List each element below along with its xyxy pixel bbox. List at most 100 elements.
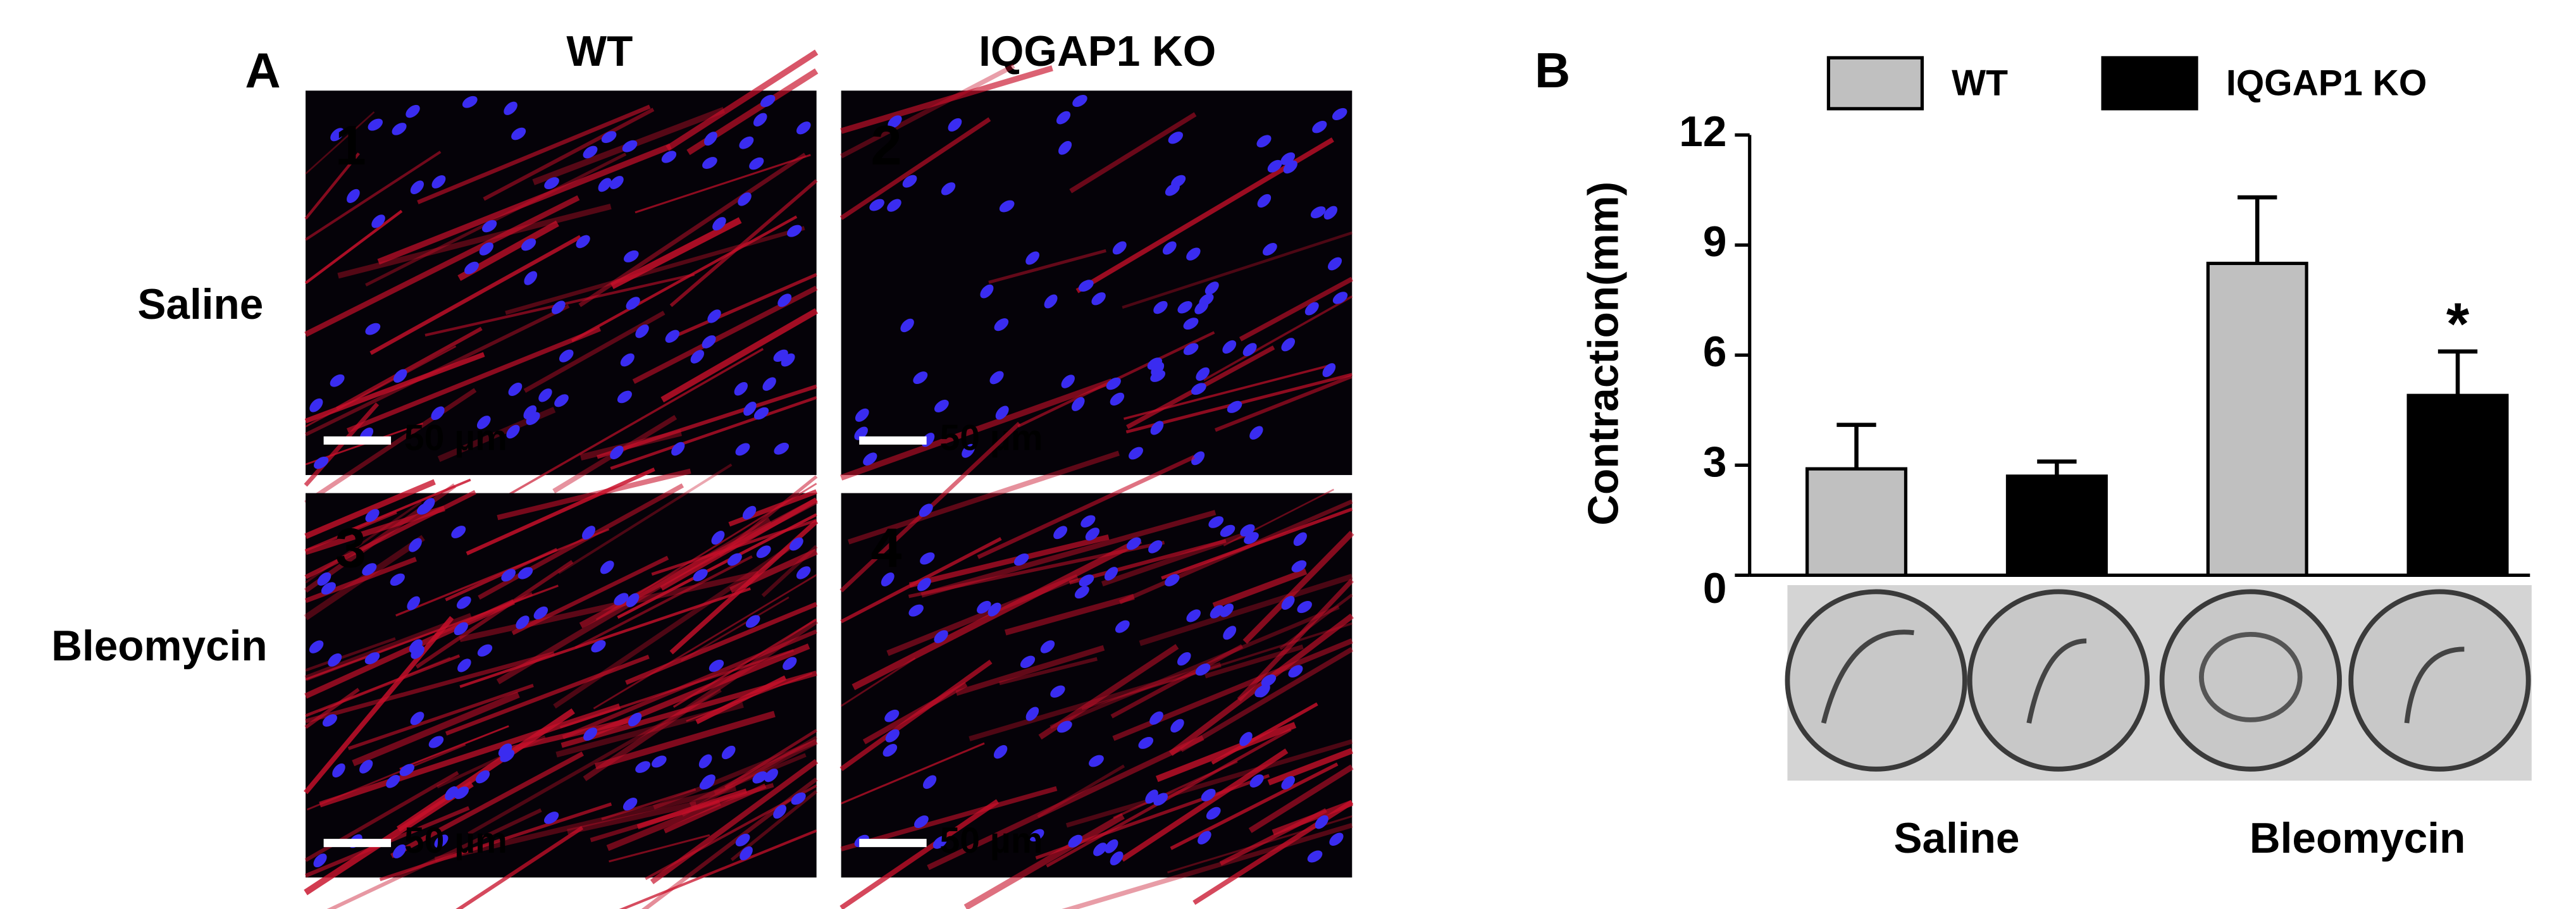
actin-fiber <box>483 108 655 201</box>
actin-fiber <box>1046 727 1292 868</box>
nucleus <box>1196 367 1210 381</box>
nucleus <box>932 836 948 849</box>
actin-fiber <box>1203 295 1353 381</box>
actin-fiber <box>304 505 445 555</box>
nucleus <box>552 300 566 314</box>
nucleus <box>742 505 757 520</box>
nucleus <box>980 284 994 299</box>
nucleus <box>1115 620 1130 633</box>
nucleus <box>993 745 1008 759</box>
nucleus <box>626 297 640 310</box>
legend-swatch <box>2101 56 2198 111</box>
nucleus <box>1126 537 1141 550</box>
nucleus <box>1149 711 1163 725</box>
nucleus <box>456 596 471 609</box>
nucleus <box>1138 737 1154 749</box>
nucleus <box>908 604 924 617</box>
nucleus <box>1332 108 1347 120</box>
nucleus <box>900 318 914 333</box>
actin-fiber <box>651 519 817 576</box>
column-header: IQGAP1 KO <box>979 28 1216 75</box>
nucleus <box>504 101 517 115</box>
bar <box>2005 474 2108 577</box>
nucleus <box>709 659 724 672</box>
nucleus <box>665 330 680 343</box>
actin-fiber <box>578 152 807 307</box>
nucleus <box>923 775 937 789</box>
nucleus <box>699 777 715 790</box>
actin-fiber <box>1005 593 1135 636</box>
actin-fiber <box>304 195 580 337</box>
actin-fiber <box>927 735 1204 870</box>
actin-fiber <box>304 613 473 681</box>
nucleus <box>888 115 902 128</box>
row-header: Bleomycin <box>51 622 267 670</box>
nucleus <box>524 271 538 285</box>
nucleus <box>1297 601 1312 614</box>
nucleus <box>786 225 802 237</box>
nucleus <box>1283 160 1297 174</box>
nucleus <box>1332 292 1348 304</box>
actin-fiber <box>724 729 817 789</box>
actin-fiber <box>583 619 819 781</box>
bar <box>1805 467 1908 577</box>
nucleus <box>760 94 776 108</box>
image-number: 4 <box>870 516 901 579</box>
micrograph: 3 50 µm <box>304 463 819 909</box>
actin-fiber <box>999 657 1098 686</box>
actin-fiber <box>399 725 509 770</box>
actin-fiber <box>337 203 612 279</box>
actin-fiber <box>459 587 751 688</box>
actin-fiber <box>1248 764 1354 833</box>
nucleus <box>1170 719 1184 733</box>
nucleus <box>941 182 956 195</box>
actin-fiber <box>669 179 818 307</box>
x-category-label: Bleomycin <box>2250 815 2465 862</box>
nucleus <box>601 131 617 144</box>
actin-fiber <box>335 326 483 411</box>
actin-fiber <box>625 602 818 685</box>
nucleus <box>1293 532 1307 547</box>
actin-fiber <box>1267 748 1353 786</box>
actin-fiber <box>417 104 651 204</box>
actin-fiber <box>493 348 764 504</box>
nucleus <box>887 199 901 212</box>
nucleus <box>1327 257 1342 271</box>
nucleus <box>1085 528 1100 541</box>
nucleus <box>934 399 949 412</box>
nucleus <box>1256 135 1272 148</box>
actin-fiber <box>977 455 1196 559</box>
nucleus <box>623 250 639 263</box>
nucleus <box>1249 426 1263 440</box>
actin-fiber <box>597 384 817 459</box>
nucleus <box>1110 851 1124 865</box>
nucleus <box>1261 674 1277 687</box>
actin-fiber <box>1113 760 1238 819</box>
nucleus <box>738 192 752 206</box>
actin-fiber <box>1212 568 1308 609</box>
nucleus <box>617 390 632 404</box>
actin-fiber <box>963 813 1125 909</box>
actin-fiber <box>1279 593 1353 650</box>
column-header: WT <box>566 28 633 75</box>
nucleus <box>451 526 466 538</box>
nucleus <box>977 600 991 614</box>
nucleus <box>614 593 629 606</box>
actin-fiber <box>689 738 818 808</box>
actin-fiber <box>1069 112 1197 194</box>
nucleus <box>721 745 736 760</box>
nucleus <box>538 388 552 402</box>
nucleus <box>1323 206 1338 220</box>
actin-fiber <box>839 799 1000 909</box>
actin-fiber <box>610 396 817 470</box>
nucleus <box>1074 586 1089 599</box>
nucleus <box>583 145 598 159</box>
nucleus <box>1186 609 1201 622</box>
actin-fiber <box>304 688 360 729</box>
well <box>2348 589 2531 772</box>
nucleus <box>917 578 931 591</box>
nucleus <box>1312 120 1327 133</box>
nucleus <box>703 132 717 146</box>
actin-fiber <box>558 463 733 574</box>
